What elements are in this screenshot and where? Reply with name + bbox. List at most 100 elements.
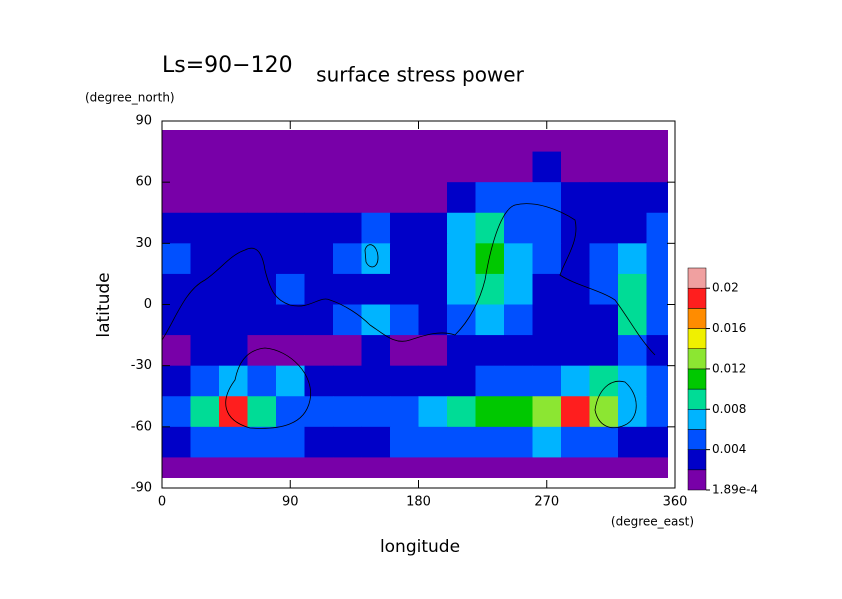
contour-cell bbox=[561, 212, 590, 244]
colorbar-tick-label: 0.008 bbox=[712, 402, 746, 416]
contour-cell bbox=[219, 130, 248, 153]
contour-cell bbox=[162, 212, 191, 244]
contour-cell bbox=[589, 151, 619, 183]
contour-cell bbox=[646, 426, 668, 458]
contour-cell bbox=[504, 335, 533, 367]
contour-cell bbox=[504, 396, 533, 428]
contour-cell bbox=[219, 273, 248, 305]
contour-cell bbox=[418, 426, 448, 458]
contour-cell bbox=[219, 426, 248, 458]
contour-cell bbox=[646, 182, 668, 214]
contour-cell bbox=[276, 457, 305, 478]
contour-cell bbox=[589, 457, 619, 478]
contour-cell bbox=[333, 130, 362, 153]
contour-cell bbox=[561, 457, 590, 478]
contour-cell bbox=[333, 151, 362, 183]
contour-cell bbox=[390, 273, 419, 305]
x-tick-label: 0 bbox=[158, 495, 166, 510]
contour-cell bbox=[504, 365, 533, 397]
contour-cell bbox=[532, 243, 562, 275]
contour-cell bbox=[447, 457, 476, 478]
contour-cell bbox=[646, 243, 668, 275]
contour-cell bbox=[561, 335, 590, 367]
contour-cell bbox=[276, 335, 305, 367]
colorbar-swatch bbox=[687, 388, 707, 410]
contour-cell bbox=[646, 273, 668, 305]
contour-cell bbox=[162, 182, 191, 214]
contour-cell bbox=[162, 426, 191, 458]
contour-cell bbox=[532, 396, 562, 428]
contour-cell bbox=[333, 396, 362, 428]
contour-cell bbox=[561, 273, 590, 305]
contour-cell bbox=[190, 273, 220, 305]
contour-cell bbox=[447, 130, 476, 153]
x-tick-label: 360 bbox=[663, 495, 688, 510]
contour-cell bbox=[618, 457, 647, 478]
contour-cell bbox=[390, 151, 419, 183]
contour-cell bbox=[190, 130, 220, 153]
contour-cell bbox=[561, 396, 590, 428]
contour-cell bbox=[304, 212, 334, 244]
colorbar-swatch bbox=[687, 469, 707, 491]
contour-cell bbox=[361, 457, 391, 478]
coastlines bbox=[162, 203, 656, 429]
contour-cell bbox=[447, 273, 476, 305]
contour-cell bbox=[589, 273, 619, 305]
contour-cell bbox=[589, 426, 619, 458]
contour-cell bbox=[475, 365, 505, 397]
contour-cell bbox=[247, 365, 277, 397]
colorbar-swatch bbox=[687, 328, 707, 349]
contour-cell bbox=[646, 457, 668, 478]
colorbar-swatch bbox=[687, 287, 707, 309]
contour-cell bbox=[361, 304, 391, 336]
contour-cell bbox=[304, 426, 334, 458]
contour-cell bbox=[447, 426, 476, 458]
y-tick-label: 30 bbox=[135, 236, 152, 251]
contour-cell bbox=[447, 365, 476, 397]
y-axis-label: latitude bbox=[94, 272, 114, 337]
contour-cell bbox=[618, 151, 647, 183]
contour-cell bbox=[247, 335, 277, 367]
y-tick-label: 0 bbox=[144, 297, 152, 312]
contour-cell bbox=[532, 130, 562, 153]
contour-cell bbox=[219, 335, 248, 367]
contour-cell bbox=[618, 243, 647, 275]
contour-cell bbox=[390, 426, 419, 458]
contour-cell bbox=[219, 212, 248, 244]
contour-cell bbox=[475, 243, 505, 275]
contour-cell bbox=[646, 212, 668, 244]
contour-cell bbox=[532, 151, 562, 183]
contour-cell bbox=[589, 243, 619, 275]
contour-cell bbox=[475, 130, 505, 153]
contour-cell bbox=[247, 212, 277, 244]
contour-cell bbox=[618, 212, 647, 244]
contour-cell bbox=[418, 243, 448, 275]
contour-cell bbox=[304, 304, 334, 336]
colorbar-tick-label: 0.016 bbox=[712, 321, 746, 335]
x-tick-label: 90 bbox=[282, 495, 299, 510]
contour-cell bbox=[333, 457, 362, 478]
contour-cell bbox=[276, 426, 305, 458]
contour-cell bbox=[276, 243, 305, 275]
contour-cell bbox=[390, 365, 419, 397]
contour-cell bbox=[219, 151, 248, 183]
contour-cell bbox=[504, 212, 533, 244]
contour-cell bbox=[646, 396, 668, 428]
contour-cell bbox=[475, 396, 505, 428]
contour-cell bbox=[390, 304, 419, 336]
contour-cell bbox=[162, 130, 191, 153]
contour-cell bbox=[418, 335, 448, 367]
contour-cell bbox=[247, 151, 277, 183]
contour-cell bbox=[333, 304, 362, 336]
contour-cell bbox=[418, 151, 448, 183]
contour-cell bbox=[276, 212, 305, 244]
colorbar-swatch bbox=[687, 429, 707, 450]
contour-cell bbox=[532, 426, 562, 458]
contour-cell bbox=[504, 182, 533, 214]
x-tick-label: 270 bbox=[534, 495, 559, 510]
contour-cell bbox=[561, 426, 590, 458]
contour-cell bbox=[162, 396, 191, 428]
contour-cell bbox=[618, 426, 647, 458]
contour-cell bbox=[532, 182, 562, 214]
